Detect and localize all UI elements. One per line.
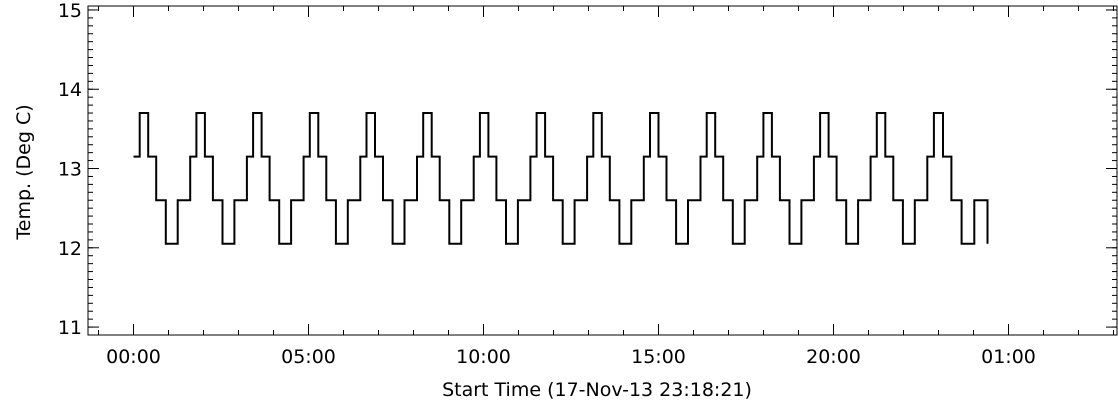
y-tick-labels: 11 12 13 14 15 <box>58 0 82 339</box>
minor-ticks <box>88 6 1117 336</box>
y-tick-label: 12 <box>58 238 82 260</box>
x-axis-title: Start Time (17-Nov-13 23:18:21) <box>442 379 752 401</box>
x-tick-label: 00:00 <box>106 346 161 368</box>
x-tick-label: 05:00 <box>281 346 336 368</box>
x-tick-labels: 00:00 05:00 10:00 15:00 20:00 01:00 <box>106 346 1036 368</box>
y-tick-label: 15 <box>58 0 82 22</box>
y-tick-label: 13 <box>58 159 82 181</box>
y-tick-label: 14 <box>58 79 82 101</box>
x-tick-label: 01:00 <box>981 346 1036 368</box>
x-tick-label: 15:00 <box>631 346 686 368</box>
y-axis-title: Temp. (Deg C) <box>13 104 35 240</box>
y-tick-label: 11 <box>58 317 82 339</box>
plot-frame <box>87 5 1118 336</box>
x-tick-label: 10:00 <box>456 346 511 368</box>
x-tick-label: 20:00 <box>806 346 861 368</box>
temperature-series-line <box>133 112 989 245</box>
plot-border <box>87 5 1118 336</box>
series-layer <box>133 112 989 245</box>
major-ticks <box>88 6 1117 335</box>
